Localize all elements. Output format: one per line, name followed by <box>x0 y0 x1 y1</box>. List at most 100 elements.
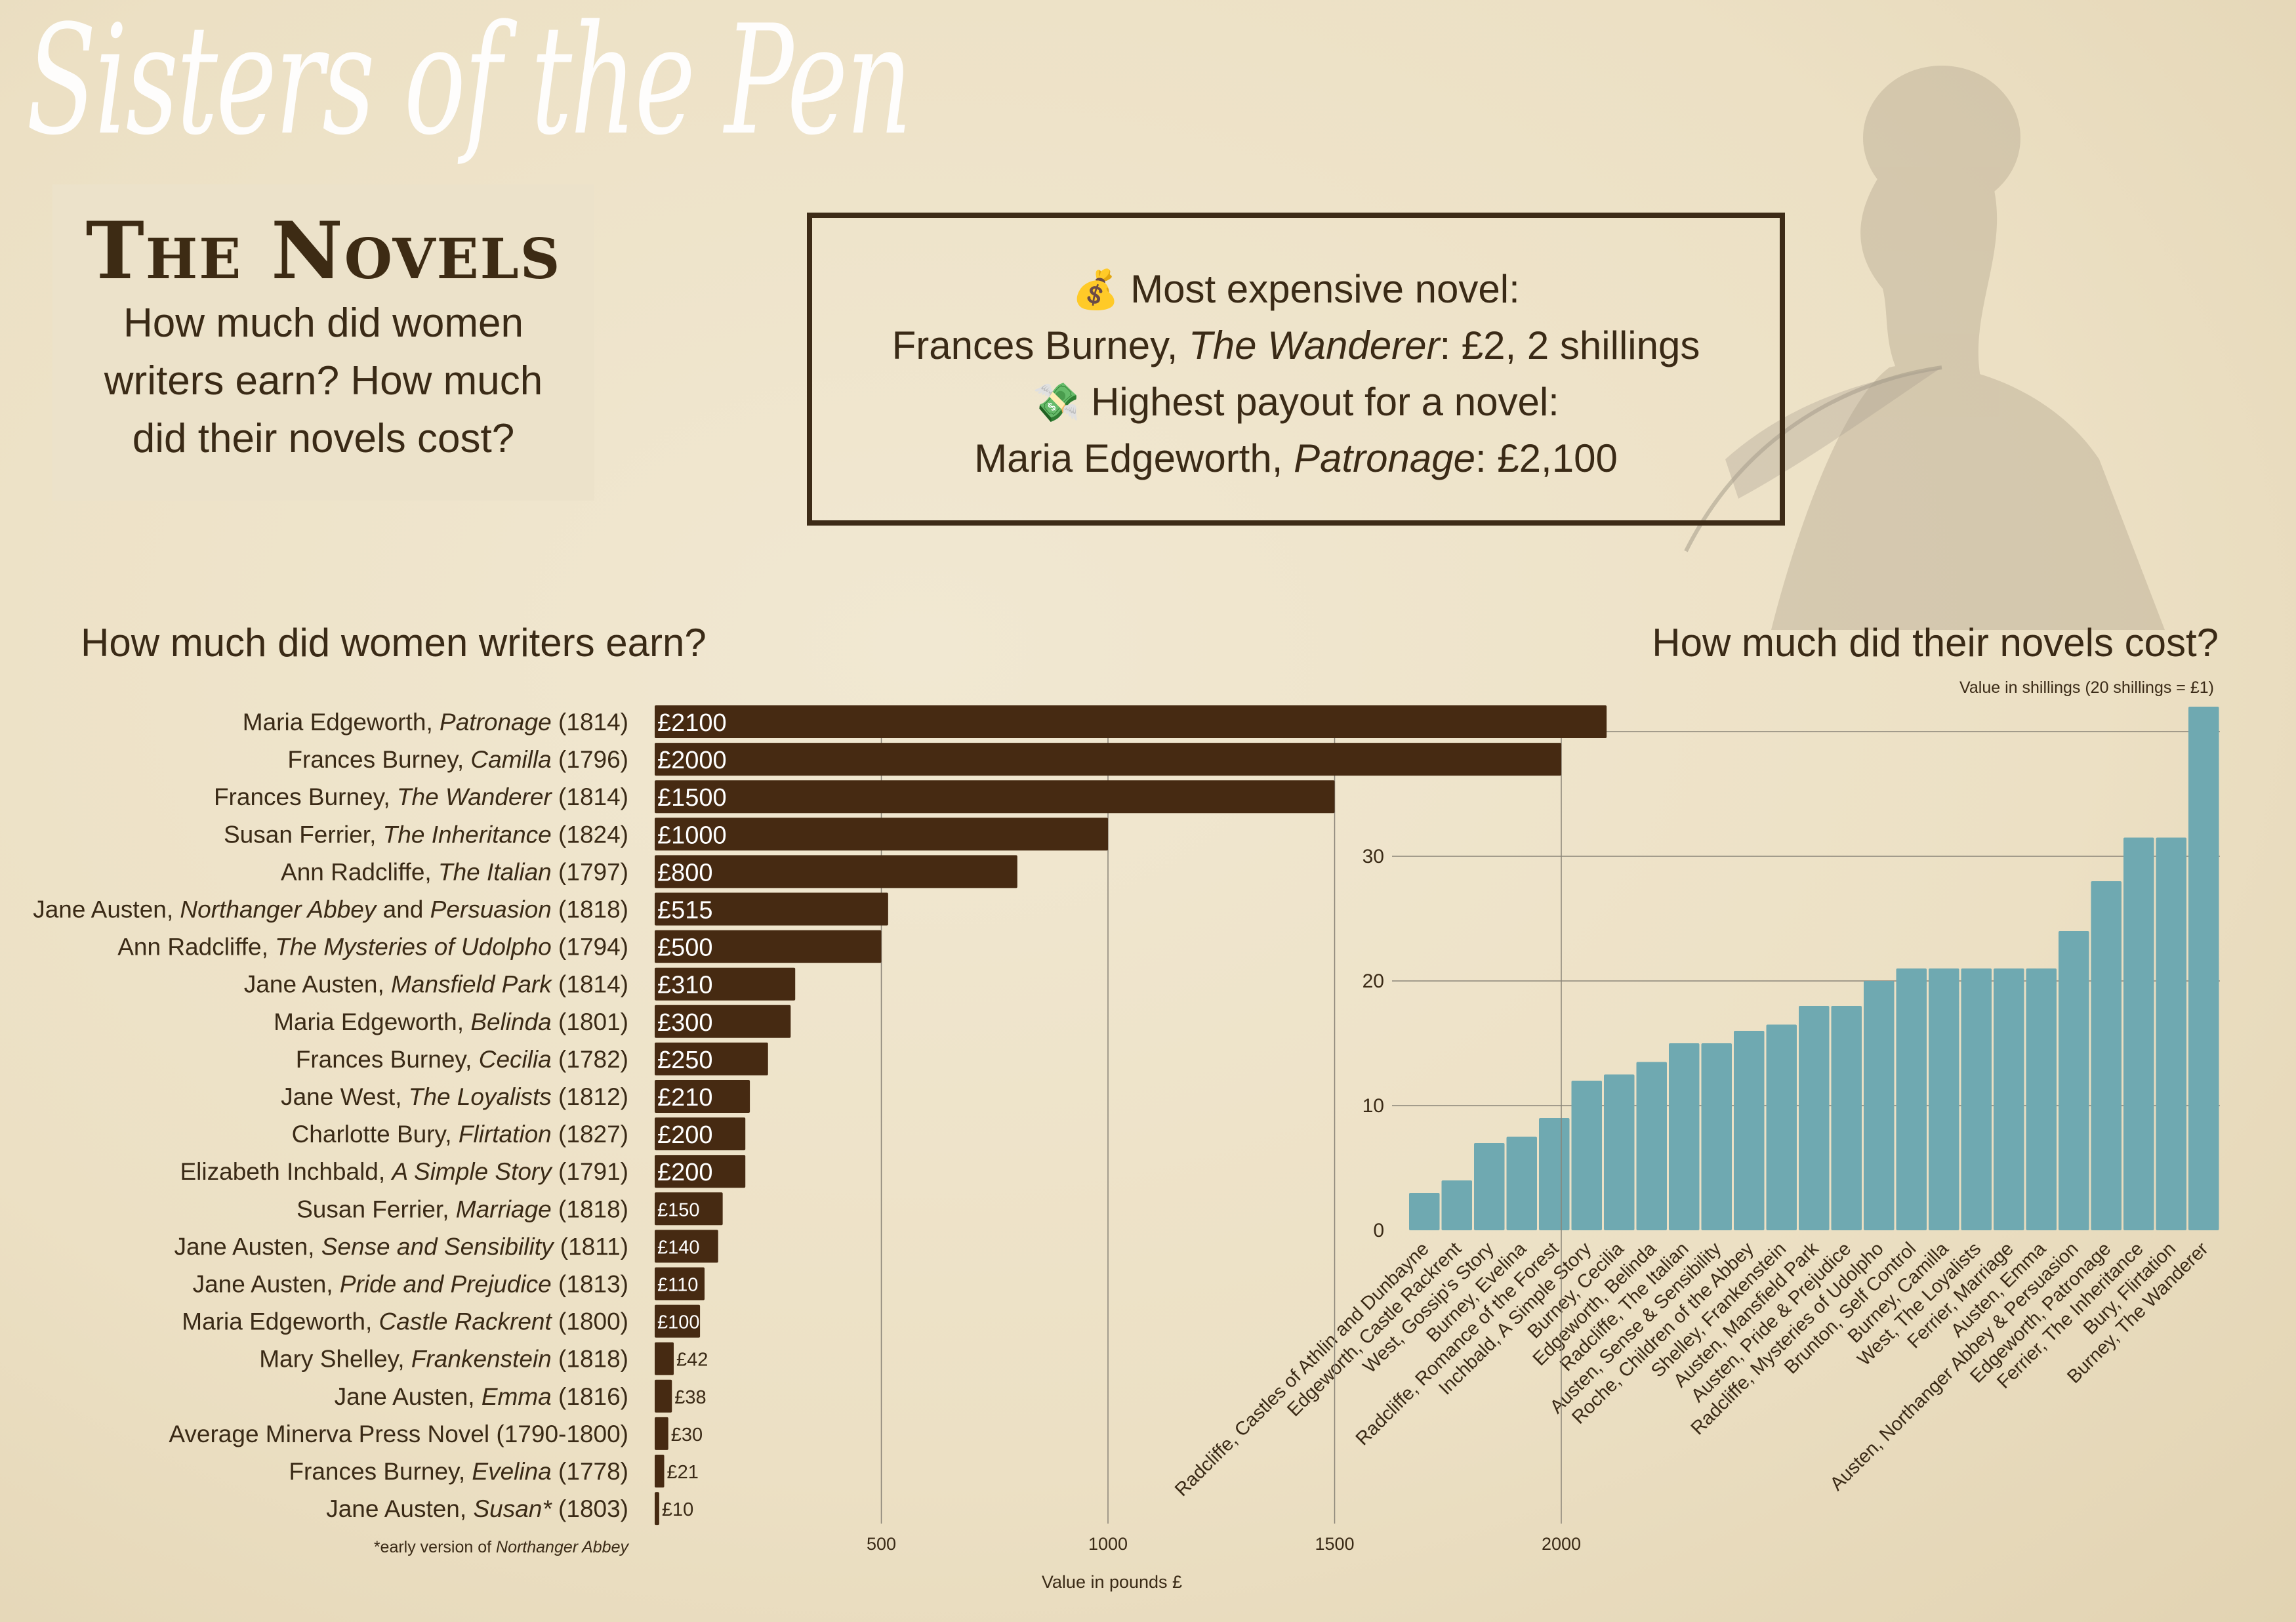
cost-bar <box>1539 1118 1570 1230</box>
earn-value-label: £10 <box>662 1499 693 1520</box>
cost-bar <box>1896 968 1927 1230</box>
footnote-title: Northanger Abbey <box>496 1538 629 1556</box>
year-text: (1818) <box>552 896 628 923</box>
payout-heading: 💸 Highest payout for a novel: <box>812 374 1780 430</box>
year-text: (1814) <box>552 783 628 810</box>
earn-bar <box>655 1304 701 1338</box>
expensive-heading: 💰 Most expensive novel: <box>812 261 1780 318</box>
author-text: Jane Austen, <box>174 1233 321 1260</box>
conjunction-text: and <box>376 896 430 923</box>
panel-line: writers earn? How much <box>104 358 543 404</box>
money-with-wings-icon: 💸 <box>1033 380 1080 425</box>
highlights-box: 💰 Most expensive novel: Frances Burney, … <box>807 213 1785 526</box>
payout-label: Highest payout for a novel: <box>1091 380 1559 424</box>
earn-row-label: Frances Burney, Cecilia (1782) <box>296 1046 628 1073</box>
author-text: Ann Radcliffe, <box>117 934 275 961</box>
novel-title: The Inheritance <box>383 821 552 848</box>
script-title: Sisters of the Pen <box>26 0 912 169</box>
author-text: Frances Burney, <box>287 746 470 773</box>
payout-value: : £2,100 <box>1475 436 1618 480</box>
earn-bar <box>655 1005 791 1038</box>
earn-value-label: £210 <box>657 1084 713 1112</box>
earn-bar <box>655 1379 672 1413</box>
earn-xtick-label: 500 <box>867 1534 896 1554</box>
money-bag-icon: 💰 <box>1072 267 1120 312</box>
author-text: Susan Ferrier, <box>297 1196 456 1222</box>
year-text: (1803) <box>552 1495 628 1522</box>
year-text: (1812) <box>552 1083 628 1110</box>
author-text: Susan Ferrier, <box>224 821 383 848</box>
earn-row-label: Jane Austen, Susan* (1803) <box>326 1495 628 1522</box>
author-text: Average Minerva Press Novel (1790-1800) <box>169 1421 628 1447</box>
novel-title: Camilla <box>470 746 551 773</box>
earn-xtick-label: 1500 <box>1315 1534 1354 1554</box>
year-text: (1814) <box>552 971 628 998</box>
earn-value-label: £500 <box>657 934 713 962</box>
novel-title: Frankenstein <box>411 1346 552 1373</box>
year-text: (1818) <box>552 1346 628 1373</box>
novel-title: Mansfield Park <box>391 971 553 998</box>
novel-title: Castle Rackrent <box>379 1308 553 1335</box>
year-text: (1801) <box>552 1009 628 1035</box>
earn-value-label: £110 <box>657 1275 698 1296</box>
cost-chart-subtitle: Value in shillings (20 shillings = £1) <box>1959 678 2214 697</box>
earn-value-label: £42 <box>676 1350 708 1371</box>
cost-bar <box>1701 1043 1732 1230</box>
author-text: Jane Austen, <box>335 1383 482 1410</box>
earn-row-label: Mary Shelley, Frankenstein (1818) <box>259 1346 628 1373</box>
year-text: (1778) <box>552 1458 628 1485</box>
earn-bar <box>655 1042 768 1075</box>
earn-xtick-label: 2000 <box>1542 1534 1581 1554</box>
payout-author: Maria Edgeworth, <box>974 436 1294 480</box>
cost-bar <box>1994 968 2024 1230</box>
earn-xtick-label: 1000 <box>1088 1534 1128 1554</box>
novel-title: Evelina <box>472 1458 551 1485</box>
author-text: Jane Austen, <box>244 971 391 998</box>
earn-value-label: £250 <box>657 1047 713 1074</box>
earn-bar <box>655 1417 668 1450</box>
earn-bar <box>655 930 882 963</box>
earn-bar <box>655 780 1335 814</box>
earn-row-label: Ann Radcliffe, The Mysteries of Udolpho … <box>117 934 628 961</box>
earn-value-label: £515 <box>657 897 713 925</box>
earn-row-label: Jane Austen, Pride and Prejudice (1813) <box>193 1271 628 1298</box>
novel-title: The Italian <box>438 858 552 885</box>
panel-line: did their novels cost? <box>132 416 515 461</box>
cost-chart-title: How much did their novels cost? <box>1652 621 2219 665</box>
novel-title: The Loyalists <box>409 1083 552 1110</box>
panel-heading: The Novels <box>85 205 562 297</box>
novel-title: Flirtation <box>459 1121 552 1148</box>
cost-bar <box>1799 1006 1830 1230</box>
cost-category-label: Radcliffe, Castles of Athlin and Dunbayn… <box>1171 1238 1433 1501</box>
author-text: Maria Edgeworth, <box>274 1009 470 1035</box>
footnote-text: *early version of <box>374 1538 496 1556</box>
earn-row-label: Maria Edgeworth, Patronage (1814) <box>243 709 628 736</box>
earn-footnote: *early version of Northanger Abbey <box>374 1538 630 1556</box>
cost-bar <box>1636 1062 1667 1230</box>
year-text: (1782) <box>552 1046 628 1073</box>
novel-title: Cecilia <box>479 1046 552 1073</box>
year-text: (1796) <box>552 746 628 773</box>
author-text: Charlotte Bury, <box>292 1121 459 1148</box>
year-text: (1813) <box>552 1271 628 1298</box>
earn-row-label: Elizabeth Inchbald, A Simple Story (1791… <box>180 1158 629 1185</box>
expensive-value: : £2, 2 shillings <box>1439 323 1700 367</box>
earn-value-label: £150 <box>657 1199 700 1220</box>
earn-bar <box>655 1192 723 1226</box>
earn-bar <box>655 1155 746 1188</box>
earn-value-label: £100 <box>657 1312 700 1333</box>
earn-row-label: Jane Austen, Emma (1816) <box>335 1383 628 1410</box>
cost-bar <box>1474 1143 1505 1230</box>
cost-bar <box>2026 968 2057 1230</box>
earn-bar <box>655 855 1017 888</box>
earn-bar <box>655 967 796 1001</box>
earn-row-label: Frances Burney, Camilla (1796) <box>287 746 628 773</box>
cost-bar <box>1441 1180 1472 1230</box>
novel-title: Northanger Abbey <box>180 896 377 923</box>
earn-value-label: £200 <box>657 1121 713 1149</box>
year-text: (1791) <box>552 1158 628 1185</box>
year-text: (1824) <box>552 821 628 848</box>
year-text: (1818) <box>552 1196 628 1222</box>
earn-value-label: £140 <box>657 1237 700 1258</box>
cost-ytick-label: 10 <box>1363 1095 1384 1117</box>
